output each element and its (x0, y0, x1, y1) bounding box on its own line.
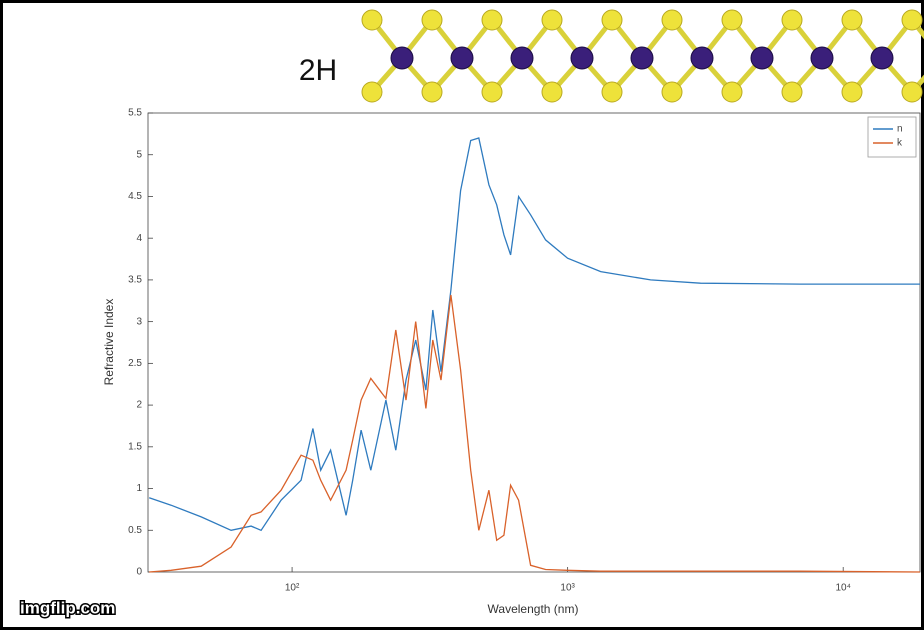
sulfur-atom (901, 81, 923, 103)
sulfur-atom (841, 9, 863, 31)
watermark: imgflip.com (20, 598, 115, 617)
y-tick-label: 3.5 (128, 275, 142, 286)
x-tick-label: 10² (285, 583, 300, 594)
y-tick-label: 1.5 (128, 441, 142, 452)
y-tick-label: 1 (136, 483, 142, 494)
x-tick-label: 10³ (560, 583, 575, 594)
legend-box (867, 116, 917, 158)
sulfur-atom (421, 81, 443, 103)
crystal-structure (361, 9, 924, 103)
y-tick-label: 0 (136, 567, 142, 578)
legend-label: n (897, 124, 903, 135)
plot-area (147, 112, 921, 573)
sulfur-atom (901, 9, 923, 31)
sulfur-atom (541, 9, 563, 31)
metal-atom (390, 46, 414, 70)
y-axis-label: Refractive Index (102, 299, 116, 386)
metal-atom (750, 46, 774, 70)
y-tick-label: 4 (136, 233, 142, 244)
sulfur-atom (661, 9, 683, 31)
metal-atom (870, 46, 894, 70)
x-tick-label: 10⁴ (835, 583, 850, 594)
sulfur-atom (361, 9, 383, 31)
sulfur-atom (481, 81, 503, 103)
y-tick-label: 0.5 (128, 525, 142, 536)
x-axis-label: Wavelength (nm) (488, 602, 579, 616)
y-tick-label: 5.5 (128, 108, 142, 119)
sulfur-atom (661, 81, 683, 103)
metal-atom (690, 46, 714, 70)
sulfur-atom (601, 9, 623, 31)
sulfur-atom (421, 9, 443, 31)
sulfur-atom (721, 81, 743, 103)
series-line (149, 294, 921, 573)
metal-atom (630, 46, 654, 70)
sulfur-atom (841, 81, 863, 103)
metal-atom (570, 46, 594, 70)
y-tick-label: 4.5 (128, 191, 142, 202)
series-line (148, 137, 920, 532)
metal-atom (810, 46, 834, 70)
sulfur-atom (541, 81, 563, 103)
chart-title: 2H (299, 54, 337, 87)
y-tick-label: 5 (136, 149, 142, 160)
metal-atom (510, 46, 534, 70)
sulfur-atom (781, 81, 803, 103)
metal-atom (450, 46, 474, 70)
sulfur-atom (601, 81, 623, 103)
legend-label: k (897, 138, 903, 149)
sulfur-atom (781, 9, 803, 31)
sulfur-atom (721, 9, 743, 31)
sulfur-atom (481, 9, 503, 31)
y-tick-label: 2.5 (128, 358, 142, 369)
y-tick-label: 3 (136, 316, 142, 327)
y-tick-label: 2 (136, 400, 142, 411)
sulfur-atom (361, 81, 383, 103)
